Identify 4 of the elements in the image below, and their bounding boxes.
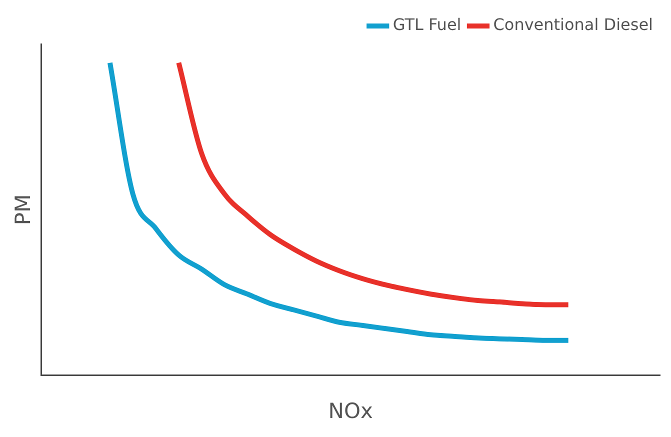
legend-label: GTL Fuel <box>392 15 462 34</box>
y-axis-title: PM <box>11 194 36 226</box>
legend-label: Conventional Diesel <box>493 15 654 34</box>
x-axis-title: NOx <box>328 398 373 423</box>
